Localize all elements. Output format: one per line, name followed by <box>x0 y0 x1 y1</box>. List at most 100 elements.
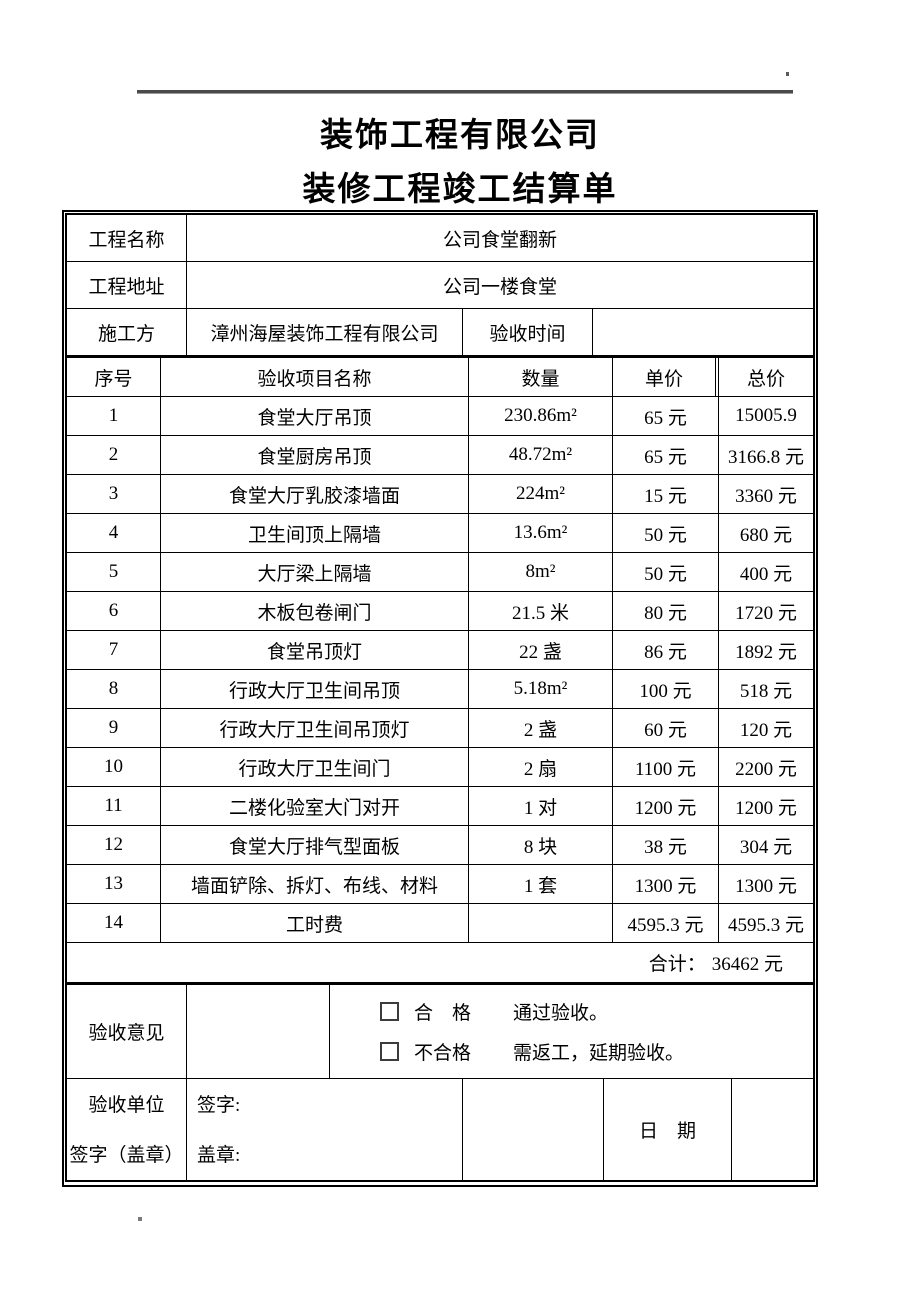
project-name-value: 公司食堂翻新 <box>442 229 557 251</box>
company-title: 装饰工程有限公司 <box>320 118 600 154</box>
project-name-label: 工程名称 <box>67 215 187 261</box>
item-qty-cell: 22 盏 <box>469 631 613 669</box>
item-qty-cell: 5.18m² <box>469 670 613 708</box>
sign-label: 签字: <box>197 1095 241 1116</box>
grand-total-label: 合计： <box>648 954 706 975</box>
acceptance-opinion-blank-cell <box>187 985 330 1078</box>
item-name-cell: 木板包卷闸门 <box>161 592 469 630</box>
item-total-cell: 518 元 <box>739 680 793 702</box>
item-qty-cell: 21.5 米 <box>469 592 613 630</box>
item-unit-cell: 38 元 <box>613 826 719 864</box>
item-unit-cell: 1200 元 <box>613 787 719 825</box>
item-row: 7 食堂吊顶灯 22 盏 86 元 1892 元 <box>67 631 813 670</box>
item-unit-cell: 60 元 <box>613 709 719 747</box>
item-no-cell: 3 <box>67 475 161 513</box>
item-total-cell: 680 元 <box>739 524 793 546</box>
item-qty-cell <box>469 904 613 942</box>
item-total-cell: 1720 元 <box>735 602 797 624</box>
item-name-cell: 大厅梁上隔墙 <box>161 553 469 591</box>
signature-unit-line1: 验收单位 <box>88 1095 165 1116</box>
sign-seal-cell: 签字: 盖章: <box>187 1079 463 1180</box>
item-qty-cell: 1 对 <box>469 787 613 825</box>
item-name-cell: 卫生间顶上隔墙 <box>161 514 469 552</box>
item-no-cell: 6 <box>67 592 161 630</box>
item-name-cell: 工时费 <box>161 904 469 942</box>
item-row: 8 行政大厅卫生间吊顶 5.18m² 100 元 518 元 <box>67 670 813 709</box>
contractor-row: 施工方 漳州海屋装饰工程有限公司 验收时间 <box>67 309 813 356</box>
item-total-cell: 1300 元 <box>735 875 797 897</box>
item-row: 9 行政大厅卫生间吊顶灯 2 盏 60 元 120 元 <box>67 709 813 748</box>
item-no-cell: 2 <box>67 436 161 474</box>
item-unit-cell: 100 元 <box>613 670 719 708</box>
item-row: 11 二楼化验室大门对开 1 对 1200 元 1200 元 <box>67 787 813 826</box>
item-no-cell: 14 <box>67 904 161 942</box>
date-value-cell <box>732 1079 813 1180</box>
header-name: 验收项目名称 <box>161 358 469 396</box>
acceptance-opinion-row: 验收意见 合 格 通过验收。 不合格 需返工，延期验收。 <box>67 985 813 1079</box>
item-name-cell: 食堂大厅乳胶漆墙面 <box>161 475 469 513</box>
item-unit-cell: 1100 元 <box>613 748 719 786</box>
item-no-cell: 5 <box>67 553 161 591</box>
item-row: 10 行政大厅卫生间门 2 扇 1100 元 2200 元 <box>67 748 813 787</box>
item-qty-cell: 2 扇 <box>469 748 613 786</box>
item-no-cell: 4 <box>67 514 161 552</box>
item-no-cell: 1 <box>67 397 161 435</box>
item-qty-cell: 2 盏 <box>469 709 613 747</box>
item-qty-cell: 1 套 <box>469 865 613 903</box>
item-total-cell: 3166.8 元 <box>727 446 804 468</box>
checkbox-icon[interactable] <box>380 1002 399 1021</box>
item-name-cell: 行政大厅卫生间门 <box>161 748 469 786</box>
item-row: 14 工时费 4595.3 元 4595.3 元 <box>67 904 813 943</box>
acceptance-time-value <box>593 309 813 355</box>
horizontal-rule <box>137 90 793 94</box>
item-row: 4 卫生间顶上隔墙 13.6m² 50 元 680 元 <box>67 514 813 553</box>
item-qty-cell: 224m² <box>469 475 613 513</box>
item-unit-cell: 15 元 <box>613 475 719 513</box>
grand-total-row: 合计： 36462 元 <box>67 943 813 985</box>
checkbox-icon[interactable] <box>380 1042 399 1061</box>
header-unit: 单价 <box>613 358 719 396</box>
acceptance-options-cell: 合 格 通过验收。 不合格 需返工，延期验收。 <box>330 985 813 1078</box>
item-qty-cell: 8 块 <box>469 826 613 864</box>
option-pass: 合 格 通过验收。 <box>380 998 608 1025</box>
header-qty: 数量 <box>469 358 613 396</box>
item-unit-cell: 80 元 <box>613 592 719 630</box>
item-no-cell: 12 <box>67 826 161 864</box>
contractor-label: 施工方 <box>67 309 187 355</box>
item-total-cell: 304 元 <box>739 836 793 858</box>
document-title: 装修工程竣工结算单 <box>302 172 618 208</box>
item-total-cell: 4595.3 元 <box>727 914 804 936</box>
item-row: 1 食堂大厅吊顶 230.86m² 65 元 15005.9 <box>67 397 813 436</box>
item-unit-cell: 86 元 <box>613 631 719 669</box>
item-no-cell: 9 <box>67 709 161 747</box>
item-unit-cell: 65 元 <box>613 436 719 474</box>
item-row: 13 墙面铲除、拆灯、布线、材料 1 套 1300 元 1300 元 <box>67 865 813 904</box>
header-no: 序号 <box>67 358 161 396</box>
item-row: 5 大厅梁上隔墙 8m² 50 元 400 元 <box>67 553 813 592</box>
item-unit-cell: 65 元 <box>613 397 719 435</box>
settlement-table: 工程名称 公司食堂翻新 工程地址 公司一楼食堂 施工方 漳州海屋装饰工程有限公司… <box>62 210 818 1187</box>
item-name-cell: 食堂大厅吊顶 <box>161 397 469 435</box>
header-total: 总价 <box>746 368 785 390</box>
option-fail-label: 不合格 <box>414 1043 472 1064</box>
item-no-cell: 10 <box>67 748 161 786</box>
items-header-row: 序号 验收项目名称 数量 单价 总价 <box>67 356 813 397</box>
acceptance-time-label: 验收时间 <box>463 309 593 355</box>
option-pass-desc: 通过验收。 <box>513 1003 609 1024</box>
item-no-cell: 11 <box>67 787 161 825</box>
item-name-cell: 墙面铲除、拆灯、布线、材料 <box>161 865 469 903</box>
item-name-cell: 二楼化验室大门对开 <box>161 787 469 825</box>
item-qty-cell: 13.6m² <box>469 514 613 552</box>
item-row: 6 木板包卷闸门 21.5 米 80 元 1720 元 <box>67 592 813 631</box>
option-pass-label: 合 格 <box>414 1003 472 1024</box>
option-fail: 不合格 需返工，延期验收。 <box>380 1038 684 1065</box>
project-address-row: 工程地址 公司一楼食堂 <box>67 262 813 309</box>
item-unit-cell: 50 元 <box>613 514 719 552</box>
page-mark-top-right <box>786 72 789 76</box>
contractor-value: 漳州海屋装饰工程有限公司 <box>187 309 463 355</box>
item-unit-cell: 50 元 <box>613 553 719 591</box>
item-total-cell: 400 元 <box>739 563 793 585</box>
item-qty-cell: 48.72m² <box>469 436 613 474</box>
item-total-cell: 2200 元 <box>735 758 797 780</box>
